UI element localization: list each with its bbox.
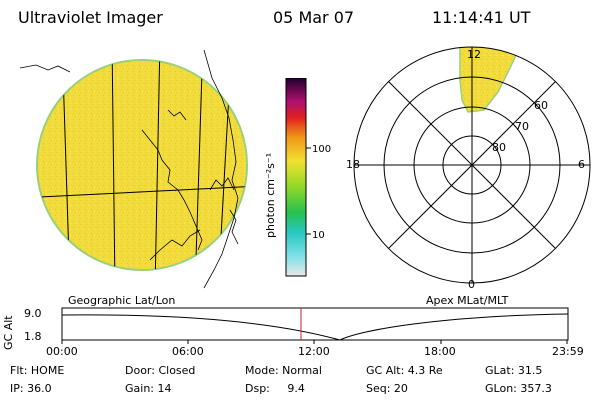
- mlt-label-6: 6: [578, 158, 585, 171]
- status-door: Door: Closed: [125, 364, 196, 377]
- colorbar-unit-label: photon cm⁻²s⁻¹: [264, 152, 277, 238]
- geographic-image: [19, 49, 248, 289]
- lat-label-60: 60: [534, 99, 548, 112]
- color-scale: 100 10: [285, 78, 331, 277]
- lat-label-70: 70: [515, 120, 529, 133]
- status-glat: GLat: 31.5: [485, 364, 543, 377]
- time-tick-1200: 12:00: [298, 345, 330, 358]
- altitude-tick-low: 1.8: [24, 330, 42, 343]
- time-tick-0600: 06:00: [172, 345, 204, 358]
- coastline: [19, 49, 239, 289]
- status-flight: Flt: HOME: [10, 364, 65, 377]
- status-ip: IP: 36.0: [10, 382, 52, 395]
- altitude-curve: [61, 313, 569, 341]
- colorbar-tick-10: 10: [312, 230, 325, 241]
- image-disk: [36, 59, 248, 271]
- time-tick-2359: 23:59: [552, 345, 584, 358]
- apex-label: Apex MLat/MLT: [426, 294, 509, 307]
- mlt-label-12: 12: [467, 48, 481, 61]
- altitude-axis-label: GC Alt: [2, 315, 15, 350]
- colorbar-tick-100: 100: [312, 144, 331, 155]
- observation-time: 11:14:41 UT: [432, 8, 531, 27]
- mlt-label-18: 18: [346, 158, 360, 171]
- color-bar: [285, 78, 307, 277]
- altitude-tick-high: 9.0: [24, 307, 42, 320]
- status-seq: Seq: 20: [366, 382, 408, 395]
- altitude-plot: [61, 307, 569, 344]
- instrument-title: Ultraviolet Imager: [18, 8, 163, 27]
- status-dsp: Dsp: 9.4: [245, 382, 305, 395]
- mlt-label-0: 0: [468, 278, 475, 291]
- lat-label-80: 80: [492, 141, 506, 154]
- status-glon: GLon: 357.3: [485, 382, 552, 395]
- geographic-label: Geographic Lat/Lon: [68, 294, 176, 307]
- status-gain: Gain: 14: [125, 382, 172, 395]
- time-tick-0000: 00:00: [46, 345, 78, 358]
- observation-date: 05 Mar 07: [273, 8, 355, 27]
- status-gc-alt: GC Alt: 4.3 Re: [366, 364, 443, 377]
- time-tick-1800: 18:00: [424, 345, 456, 358]
- status-mode: Mode: Normal: [245, 364, 322, 377]
- polar-plot: 12 18 6 0 60 70 80: [346, 46, 591, 291]
